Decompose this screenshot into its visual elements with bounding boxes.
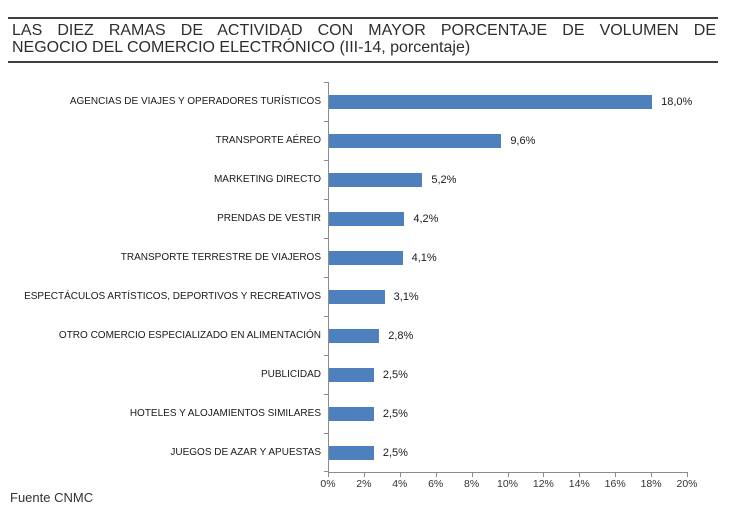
x-axis-tick <box>363 473 365 477</box>
value-label: 3,1% <box>393 290 419 303</box>
x-axis-tick <box>399 473 401 477</box>
y-axis-tick <box>324 355 328 356</box>
source-note: Fuente CNMC <box>10 490 94 505</box>
chart-title-line1: LAS DIEZ RAMAS DE ACTIVIDAD CON MAYOR PO… <box>12 22 716 39</box>
y-axis-tick <box>324 316 328 317</box>
bar[interactable] <box>329 367 374 382</box>
x-axis-tick <box>471 473 473 477</box>
bar[interactable] <box>329 250 403 265</box>
bar[interactable] <box>329 406 374 421</box>
category-label: PUBLICIDAD <box>260 369 321 380</box>
bar[interactable] <box>329 94 653 109</box>
category-label: HOTELES Y ALOJAMIENTOS SIMILARES <box>129 408 321 419</box>
bar[interactable] <box>329 133 502 148</box>
value-label: 4,2% <box>413 212 439 225</box>
value-label: 9,6% <box>510 134 536 147</box>
x-axis-tick-label: 0% <box>320 478 336 490</box>
y-axis-tick <box>324 433 328 434</box>
y-axis-tick <box>324 160 328 161</box>
value-label: 2,8% <box>388 329 414 342</box>
y-axis-tick <box>324 277 328 278</box>
bar[interactable] <box>329 328 380 343</box>
y-axis-tick <box>324 471 328 472</box>
x-axis-tick <box>507 473 509 477</box>
value-label: 2,5% <box>382 368 408 381</box>
category-label: TRANSPORTE AÉREO <box>215 135 321 146</box>
value-label: 2,5% <box>382 407 408 420</box>
value-label: 4,1% <box>411 251 437 264</box>
x-axis-tick-label: 6% <box>428 478 444 490</box>
bar[interactable] <box>329 289 385 304</box>
y-axis-tick <box>324 199 328 200</box>
x-axis-tick <box>687 473 688 477</box>
x-axis-tick-label: 14% <box>568 478 590 490</box>
x-axis-tick-label: 8% <box>464 478 480 490</box>
y-axis-line <box>328 82 329 472</box>
chart-title-line2: NEGOCIO DEL COMERCIO ELECTRÓNICO (III-14… <box>12 39 471 56</box>
bar-chart: AGENCIAS DE VIAJES Y OPERADORES TURÍSTIC… <box>0 82 729 502</box>
x-axis-line <box>328 472 688 473</box>
value-label: 5,2% <box>431 173 457 186</box>
x-axis-tick <box>579 473 581 477</box>
value-label: 2,5% <box>382 446 408 459</box>
x-axis-tick-label: 2% <box>356 478 372 490</box>
category-label: PRENDAS DE VESTIR <box>217 213 321 224</box>
x-axis-tick-label: 4% <box>392 478 408 490</box>
x-axis-tick-label: 20% <box>676 478 698 490</box>
x-axis-tick <box>543 473 545 477</box>
category-label: OTRO COMERCIO ESPECIALIZADO EN ALIMENTAC… <box>58 330 321 341</box>
y-axis-tick <box>324 121 328 122</box>
category-label: ESPECTÁCULOS ARTÍSTICOS, DEPORTIVOS Y RE… <box>24 291 321 302</box>
x-axis-tick <box>651 473 653 477</box>
x-axis-tick <box>328 473 329 477</box>
category-label: AGENCIAS DE VIAJES Y OPERADORES TURÍSTIC… <box>69 96 321 107</box>
category-label: MARKETING DIRECTO <box>213 174 321 185</box>
x-axis-tick-label: 12% <box>532 478 554 490</box>
x-axis-tick <box>615 473 617 477</box>
bar[interactable] <box>329 172 423 187</box>
bar[interactable] <box>329 445 374 460</box>
y-axis-tick <box>324 238 328 239</box>
y-axis-tick <box>324 82 328 83</box>
x-axis-tick <box>435 473 437 477</box>
value-label: 18,0% <box>661 95 693 108</box>
x-axis-tick-label: 16% <box>604 478 626 490</box>
bar[interactable] <box>329 211 405 226</box>
chart-title: LAS DIEZ RAMAS DE ACTIVIDAD CON MAYOR PO… <box>8 17 718 63</box>
x-axis-tick-label: 10% <box>496 478 519 490</box>
category-label: JUEGOS DE AZAR Y APUESTAS <box>170 447 321 458</box>
y-axis-tick <box>324 394 328 395</box>
category-label: TRANSPORTE TERRESTRE DE VIAJEROS <box>120 252 321 263</box>
x-axis-tick-label: 18% <box>640 478 662 490</box>
